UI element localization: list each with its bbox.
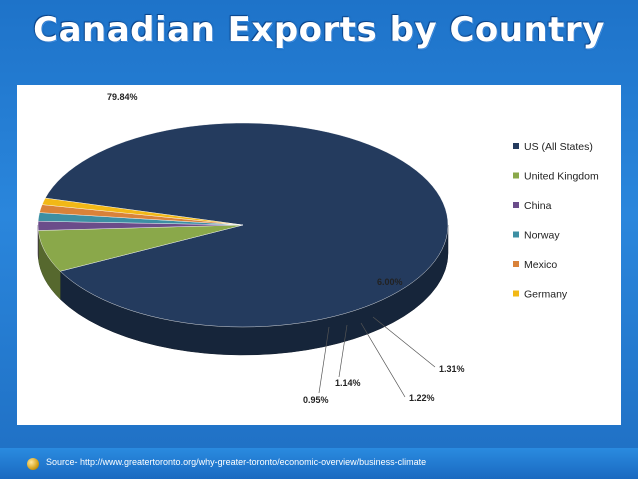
data-label-2: 1.31% bbox=[439, 364, 465, 374]
legend-swatch-1 bbox=[513, 172, 519, 179]
legend-swatch-2 bbox=[513, 202, 519, 208]
legend-label-4: Mexico bbox=[524, 259, 557, 271]
data-label-leader-3 bbox=[360, 322, 406, 398]
legend-label-0: US (All States) bbox=[524, 141, 593, 153]
data-label-4: 1.14% bbox=[335, 378, 361, 388]
pie-chart: 79.84% 6.00% 1.31% 1.22% 1.14% 0.95% US (All … bbox=[37, 92, 599, 405]
legend-swatch-5 bbox=[513, 290, 519, 297]
data-label-leader-5 bbox=[318, 326, 330, 394]
legend-swatch-3 bbox=[513, 231, 519, 238]
chart-panel: 79.84% 6.00% 1.31% 1.22% 1.14% 0.95% US (All … bbox=[17, 85, 621, 425]
pie-slice-5 bbox=[41, 197, 244, 226]
slide-title: Canadian Exports by Country bbox=[33, 10, 605, 50]
data-label-leader-4 bbox=[338, 324, 348, 378]
data-label-5: 0.95% bbox=[303, 395, 329, 405]
data-label-0: 79.84% bbox=[107, 92, 138, 102]
legend-swatch-4 bbox=[513, 261, 519, 267]
legend-swatch-0 bbox=[513, 143, 519, 149]
data-label-leader-2 bbox=[372, 316, 436, 368]
source-text: Source- http://www.greatertoronto.org/wh… bbox=[46, 457, 427, 467]
data-label-1: 6.00% bbox=[377, 277, 403, 287]
data-label-3: 1.22% bbox=[409, 393, 435, 403]
footer-bar: Source- http://www.greatertoronto.org/wh… bbox=[0, 448, 638, 479]
legend-label-2: China bbox=[524, 200, 552, 212]
bullet-icon bbox=[27, 458, 39, 470]
legend-label-3: Norway bbox=[524, 230, 560, 242]
pie-slice-0 bbox=[44, 122, 449, 328]
legend-label-1: United Kingdom bbox=[524, 171, 599, 183]
legend-label-5: Germany bbox=[524, 289, 568, 301]
